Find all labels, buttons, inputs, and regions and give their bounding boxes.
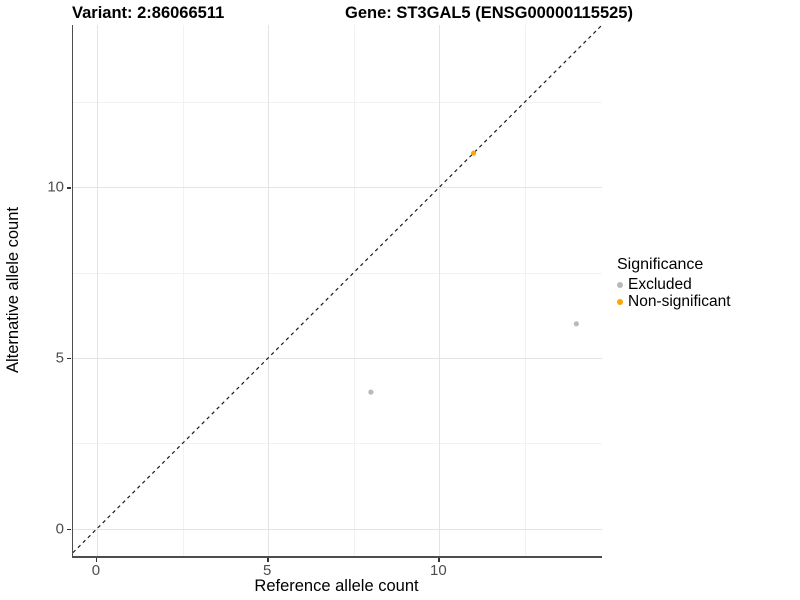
gridline-minor-x (353, 25, 355, 556)
gridline-major-y (73, 357, 602, 359)
legend-item: Excluded (617, 276, 731, 293)
legend-items: Excluded Non-significant (617, 276, 731, 310)
legend-item-label: Non-significant (628, 292, 731, 310)
legend-item-label: Excluded (628, 275, 692, 293)
gridline-major-x (439, 25, 441, 556)
y-tick-label: 0 (55, 520, 64, 538)
scatter-canvas (73, 25, 602, 554)
legend-key-dot (617, 281, 623, 288)
y-tick-label: 5 (55, 349, 64, 367)
legend-title: Significance (617, 256, 704, 273)
legend: Significance Excluded Non-significant (617, 256, 731, 310)
plot-panel (72, 25, 602, 558)
y-axis-title: Alternative allele count (4, 207, 22, 374)
y-tick-label: 10 (47, 178, 64, 196)
x-tick-label: 10 (430, 562, 447, 579)
gridline-minor-x (524, 25, 526, 556)
x-tick-mark (267, 558, 269, 562)
identity-dashed-line (73, 25, 602, 554)
x-tick-mark (95, 558, 98, 562)
variant-title: Variant: 2:86066511 (72, 4, 225, 22)
legend-item: Non-significant (617, 293, 731, 310)
x-tick-mark (438, 558, 440, 562)
x-axis-title: Reference allele count (254, 577, 419, 595)
gridline-major-y (73, 528, 602, 530)
data-point-excluded (573, 321, 579, 327)
gridline-major-x (268, 25, 270, 556)
gridline-major-y (73, 187, 602, 189)
data-point-non-significant (471, 150, 477, 156)
y-tick-mark (67, 187, 71, 189)
gridline-minor-x (182, 25, 184, 556)
x-tick-label: 0 (91, 562, 101, 579)
x-tick-label: 5 (262, 562, 272, 579)
gene-title: Gene: ST3GAL5 (ENSG00000115525) (345, 4, 633, 22)
gridline-minor-y (73, 272, 602, 274)
gridline-major-x (96, 25, 98, 556)
legend-key-dot (617, 298, 623, 305)
gridline-minor-y (73, 443, 602, 445)
data-point-excluded (368, 389, 374, 395)
y-tick-mark (67, 528, 71, 531)
gridline-minor-y (73, 101, 602, 103)
y-tick-mark (67, 357, 71, 360)
